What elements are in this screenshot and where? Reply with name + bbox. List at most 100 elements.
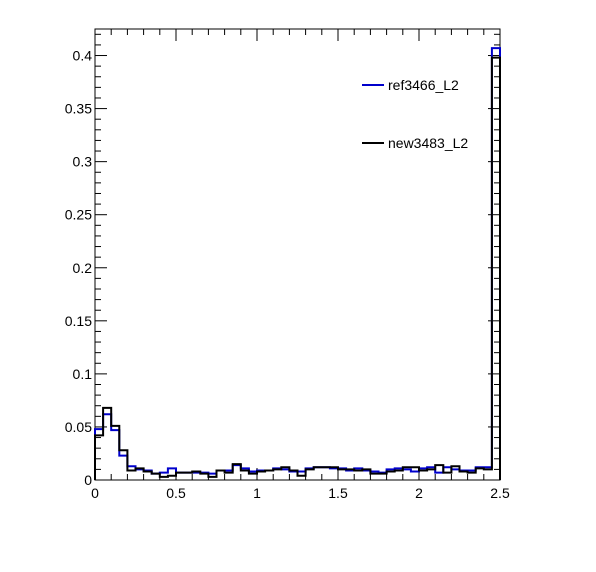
bin-new3483_L2 — [257, 471, 265, 473]
bin-new3483_L2 — [225, 472, 233, 474]
bin-new3483_L2 — [322, 466, 330, 468]
bin-ref3466_L2 — [298, 471, 306, 473]
series-layer — [94, 47, 501, 480]
bin-new3483_L2 — [370, 473, 378, 475]
bin-ref3466_L2 — [249, 471, 257, 473]
bin-new3483_L2 — [168, 475, 176, 477]
histogram-line-new3483_L2 — [94, 56, 501, 480]
bin-new3483_L2 — [144, 471, 152, 473]
axis-ticks — [94, 29, 501, 481]
bin-new3483_L2 — [354, 469, 362, 471]
legend-label-ref: ref3466_L2 — [388, 77, 459, 93]
bin-new3483_L2 — [298, 475, 306, 477]
bin-ref3466_L2 — [370, 471, 378, 473]
x-tick-label: 0.5 — [166, 485, 186, 501]
bin-new3483_L2 — [152, 473, 160, 475]
bin-ref3466_L2 — [354, 467, 362, 469]
bin-new3483_L2 — [427, 468, 435, 470]
bin-ref3466_L2 — [95, 428, 103, 430]
bin-ref3466_L2 — [225, 469, 233, 471]
bin-new3483_L2 — [233, 463, 241, 465]
y-tick-label: 0.2 — [73, 260, 93, 276]
bin-new3483_L2 — [460, 471, 468, 473]
bin-new3483_L2 — [362, 468, 370, 470]
x-tick-label: 1 — [253, 485, 261, 501]
bin-ref3466_L2 — [119, 455, 127, 457]
plot-frame — [94, 28, 501, 481]
bin-new3483_L2 — [484, 468, 492, 470]
series-new3483_L2 — [94, 56, 501, 480]
bin-new3483_L2 — [443, 472, 451, 474]
bin-new3483_L2 — [208, 476, 216, 478]
y-tick-label: 0.15 — [65, 313, 92, 329]
bin-ref3466_L2 — [443, 466, 451, 468]
bin-new3483_L2 — [338, 468, 346, 470]
bin-new3483_L2 — [330, 466, 338, 468]
bin-new3483_L2 — [265, 469, 273, 471]
bin-ref3466_L2 — [127, 465, 135, 467]
x-tick-label: 1.5 — [328, 485, 348, 501]
bin-ref3466_L2 — [103, 413, 111, 415]
series-ref3466_L2 — [94, 47, 501, 480]
y-tick-label: 0.25 — [65, 207, 92, 223]
bin-new3483_L2 — [395, 469, 403, 471]
bin-new3483_L2 — [192, 471, 200, 473]
bin-new3483_L2 — [346, 468, 354, 470]
bin-new3483_L2 — [281, 466, 289, 468]
y-tick-label: 0.35 — [65, 101, 92, 117]
bin-ref3466_L2 — [435, 472, 443, 474]
bin-ref3466_L2 — [484, 466, 492, 468]
y-tick-label: 0.05 — [65, 419, 92, 435]
legend: ref3466_L2 new3483_L2 — [362, 77, 468, 151]
bin-ref3466_L2 — [111, 429, 119, 431]
bin-ref3466_L2 — [281, 468, 289, 470]
bin-new3483_L2 — [111, 425, 119, 427]
bin-ref3466_L2 — [427, 466, 435, 468]
bin-new3483_L2 — [314, 466, 322, 468]
bin-ref3466_L2 — [395, 467, 403, 469]
bin-new3483_L2 — [403, 466, 411, 468]
bin-ref3466_L2 — [411, 471, 419, 473]
bin-ref3466_L2 — [160, 472, 168, 474]
bin-new3483_L2 — [241, 469, 249, 471]
histogram-line-ref3466_L2 — [94, 47, 501, 480]
bin-new3483_L2 — [468, 472, 476, 474]
bin-new3483_L2 — [492, 57, 500, 59]
bin-new3483_L2 — [184, 472, 192, 474]
bin-new3483_L2 — [419, 469, 427, 471]
legend-label-new: new3483_L2 — [388, 135, 468, 151]
bin-new3483_L2 — [306, 468, 314, 470]
y-tick-label: 0.3 — [73, 154, 93, 170]
bin-ref3466_L2 — [241, 467, 249, 469]
bin-new3483_L2 — [136, 467, 144, 469]
bin-new3483_L2 — [451, 465, 459, 467]
y-axis-tick-labels: 0 0.05 0.1 0.15 0.2 0.25 0.3 0.35 0.4 — [65, 48, 92, 488]
bin-new3483_L2 — [176, 472, 184, 474]
y-tick-label: 0.1 — [73, 366, 93, 382]
bin-new3483_L2 — [249, 473, 257, 475]
bin-new3483_L2 — [411, 466, 419, 468]
x-tick-label: 2 — [415, 485, 423, 501]
bin-new3483_L2 — [387, 471, 395, 473]
bin-new3483_L2 — [273, 468, 281, 470]
bin-new3483_L2 — [435, 464, 443, 466]
bin-ref3466_L2 — [168, 467, 176, 469]
bin-new3483_L2 — [160, 476, 168, 478]
bin-new3483_L2 — [289, 469, 297, 471]
bin-ref3466_L2 — [403, 468, 411, 470]
bin-ref3466_L2 — [419, 467, 427, 469]
bin-ref3466_L2 — [208, 473, 216, 475]
bin-ref3466_L2 — [492, 47, 500, 49]
y-tick-label: 0 — [84, 472, 92, 488]
bin-new3483_L2 — [200, 473, 208, 475]
bin-new3483_L2 — [379, 473, 387, 475]
bin-new3483_L2 — [476, 467, 484, 469]
bin-new3483_L2 — [95, 434, 103, 436]
y-tick-label: 0.4 — [73, 48, 93, 64]
bin-ref3466_L2 — [387, 468, 395, 470]
bin-new3483_L2 — [119, 449, 127, 451]
bin-ref3466_L2 — [468, 469, 476, 471]
x-tick-label: 0 — [91, 485, 99, 501]
bin-ref3466_L2 — [451, 468, 459, 470]
